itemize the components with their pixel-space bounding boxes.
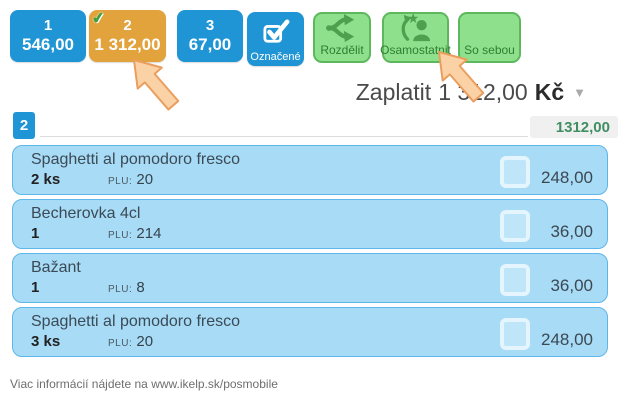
pay-currency: Kč xyxy=(534,79,565,105)
plu-label: PLU: xyxy=(108,338,133,349)
item-name: Bažant xyxy=(31,259,81,276)
order-item-row[interactable]: Becherovka 4cl 1 PLU: 214 36,00 xyxy=(12,199,608,249)
item-checkbox[interactable] xyxy=(500,156,530,188)
chevron-down-icon[interactable]: ▼ xyxy=(573,85,586,100)
plu-label: PLU: xyxy=(108,176,133,187)
split-icon xyxy=(325,13,359,43)
plu-value: 214 xyxy=(136,225,162,242)
item-name: Spaghetti al pomodoro fresco xyxy=(31,151,241,168)
tab-bill-2-active[interactable]: ✔ 2 1 312,00 xyxy=(89,9,166,62)
marked-button-label: Označené xyxy=(250,51,301,63)
bill-total-amount: 1312,00 xyxy=(530,116,618,138)
plu-label: PLU: xyxy=(108,284,133,295)
item-name: Becherovka 4cl xyxy=(31,205,141,222)
action-label: Rozdělit xyxy=(320,43,364,57)
checkbox-check-icon xyxy=(262,19,290,51)
order-item-row[interactable]: Spaghetti al pomodoro fresco 2 ks PLU: 2… xyxy=(12,145,608,195)
plu-value: 20 xyxy=(136,333,154,350)
takeaway-button[interactable]: So sebou xyxy=(458,12,521,63)
item-plu: PLU: 20 xyxy=(108,171,153,188)
action-label: So sebou xyxy=(464,43,515,57)
split-bill-button[interactable]: Rozdělit xyxy=(313,12,371,63)
tab-amount: 1 312,00 xyxy=(94,35,161,54)
person-star-icon xyxy=(398,13,434,43)
header-divider xyxy=(40,136,528,137)
bill-number-badge: 2 xyxy=(13,112,35,139)
plu-value: 20 xyxy=(136,171,154,188)
tab-amount: 67,00 xyxy=(188,35,232,54)
pointer-arrow-icon xyxy=(420,50,485,116)
action-label: Osamostatnit xyxy=(380,43,451,57)
item-quantity: 1 xyxy=(31,279,40,296)
item-plu: PLU: 214 xyxy=(108,225,161,242)
item-price: 248,00 xyxy=(541,330,593,349)
pointer-arrow-icon xyxy=(115,58,180,124)
item-checkbox[interactable] xyxy=(500,210,530,242)
item-name: Spaghetti al pomodoro fresco xyxy=(31,313,241,330)
tab-bill-1[interactable]: 1 546,00 xyxy=(10,10,86,62)
item-quantity: 1 xyxy=(31,225,40,242)
item-price: 36,00 xyxy=(550,276,593,295)
tab-number: 2 xyxy=(123,17,132,34)
item-quantity: 3 ks xyxy=(31,333,61,350)
item-plu: PLU: 20 xyxy=(108,333,153,350)
selected-check-icon: ✔ xyxy=(90,9,106,28)
item-quantity: 2 ks xyxy=(31,171,61,188)
item-price: 248,00 xyxy=(541,168,593,187)
plu-value: 8 xyxy=(136,279,145,296)
plu-label: PLU: xyxy=(108,230,133,241)
tab-bill-3[interactable]: 3 67,00 xyxy=(177,10,243,62)
tab-number: 3 xyxy=(205,17,215,34)
item-plu: PLU: 8 xyxy=(108,279,145,296)
order-item-row[interactable]: Bažant 1 PLU: 8 36,00 xyxy=(12,253,608,303)
order-item-row[interactable]: Spaghetti al pomodoro fresco 3 ks PLU: 2… xyxy=(12,307,608,357)
marked-items-button[interactable]: Označené xyxy=(247,12,304,66)
pay-label: Zaplatit xyxy=(355,79,432,105)
separate-item-button[interactable]: Osamostatnit xyxy=(380,12,451,63)
tab-amount: 546,00 xyxy=(22,35,74,54)
footer-info-text: Viac informácií nájdete na www.ikelp.sk/… xyxy=(10,377,278,391)
tab-number: 1 xyxy=(43,17,53,34)
item-checkbox[interactable] xyxy=(500,318,530,350)
item-price: 36,00 xyxy=(550,222,593,241)
item-checkbox[interactable] xyxy=(500,264,530,296)
